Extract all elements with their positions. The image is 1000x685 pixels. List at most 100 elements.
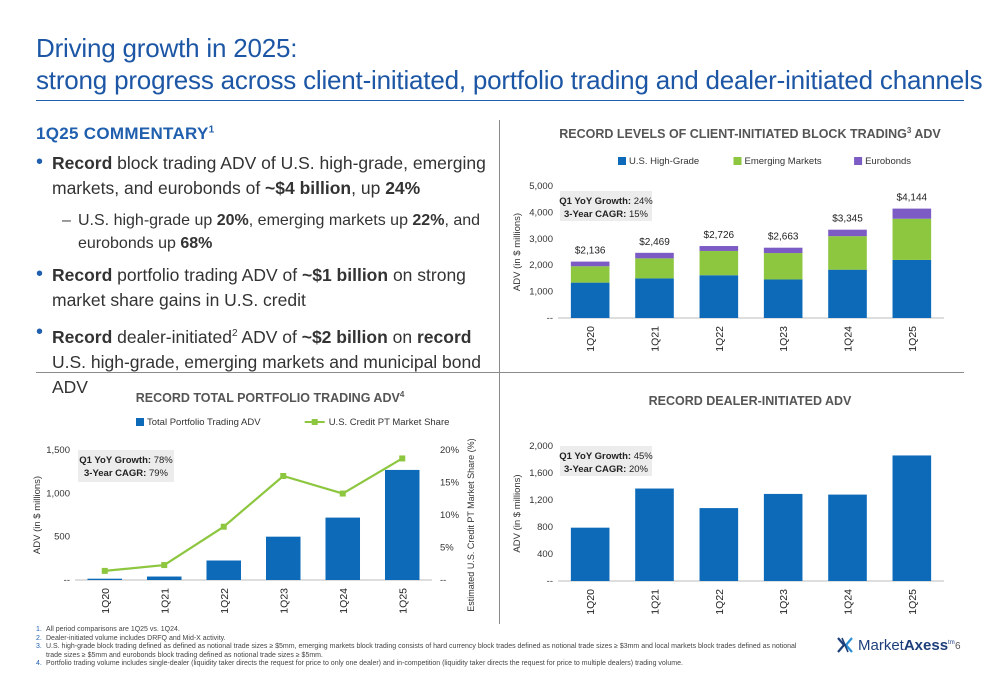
- bar: [325, 517, 361, 580]
- bullet-text: portfolio trading ADV of: [112, 265, 302, 285]
- legend-swatch-marker: [311, 419, 318, 425]
- legend-label: Eurobonds: [865, 156, 911, 167]
- block-chart-title-sup: 3: [906, 126, 912, 135]
- portfolio-chart-title: RECORD TOTAL PORTFOLIO TRADING ADV4: [60, 390, 480, 405]
- bullet-emphasis: ~$1 billion: [302, 265, 389, 285]
- legend-swatch: [854, 157, 863, 165]
- bar: [635, 258, 674, 279]
- sub-bullet-segments: U.S. high-grade up 20%, emerging markets…: [36, 209, 486, 255]
- bar: [892, 259, 932, 318]
- vertical-divider-top: [499, 120, 500, 372]
- bullet-text: on: [387, 326, 417, 347]
- bar: [892, 208, 932, 219]
- x-tick-label: 1Q23: [278, 588, 290, 614]
- logo-wordmark: MarketAxesstm: [858, 637, 955, 654]
- footnote-2: 2. Dealer-initiated volume includes DRFQ …: [36, 635, 806, 644]
- bar: [763, 493, 803, 581]
- bullet-emphasis: record: [417, 326, 472, 347]
- line-marker: [161, 562, 168, 569]
- x-tick-label: 1Q22: [714, 589, 726, 615]
- bar: [828, 494, 867, 581]
- bullet-emphasis: Record: [52, 153, 113, 173]
- annotation-line: 3-Year CAGR: 20%: [564, 464, 649, 475]
- legend-label: U.S. Credit PT Market Share: [329, 417, 450, 428]
- x-tick-label: 1Q23: [778, 326, 790, 352]
- annotation-label: 3-Year CAGR:: [564, 464, 626, 475]
- bar: [384, 469, 420, 580]
- annotation-label: 3-Year CAGR:: [84, 468, 146, 479]
- y-tick-label: 1,200: [529, 495, 553, 506]
- bullet-emphasis: 24%: [385, 178, 421, 198]
- footnote-3: 3. U.S. high-grade block trading defined …: [36, 643, 806, 660]
- y-tick-label: 2,000: [529, 260, 553, 271]
- y-axis-title: ADV (in $ millions): [512, 474, 523, 552]
- bullet-text: dealer-initiated: [112, 326, 232, 347]
- bar-total-label: $2,663: [768, 232, 799, 243]
- sub-bullet-emphasis: 20%: [216, 212, 249, 229]
- logo-text-bold: Axess: [903, 636, 949, 654]
- y-tick-label: --: [547, 576, 553, 587]
- bar: [570, 261, 610, 267]
- dealer-initiated-chart: -- 400 800 1,200 1,600 2,000 ADV (in $ million…: [512, 441, 944, 615]
- sub-bullet-text: , emerging markets up: [248, 212, 413, 229]
- vertical-divider-bottom: [499, 372, 500, 624]
- line-marker: [280, 473, 287, 479]
- annotation-value: 45%: [631, 451, 653, 462]
- x-tick-label: 1Q25: [907, 589, 919, 615]
- x-tick-label: 1Q21: [159, 588, 171, 614]
- y2-tick-label: 10%: [440, 510, 460, 521]
- footnote-text: U.S. high-grade block trading defined as…: [46, 643, 797, 659]
- block-chart-title-text: RECORD LEVELS OF CLIENT-INITIATED BLOCK …: [559, 127, 907, 142]
- bar: [892, 455, 932, 581]
- y2-tick-label: 15%: [440, 478, 460, 489]
- y-axis-title: ADV (in $ millions): [512, 213, 523, 291]
- footnote-number: 2.: [36, 634, 42, 642]
- page-number: 6: [955, 641, 961, 652]
- annotation-box: [560, 446, 652, 476]
- bar: [570, 282, 610, 318]
- bar-total-label: $3,345: [832, 214, 863, 225]
- bar: [570, 266, 610, 283]
- bar: [828, 229, 867, 237]
- bar: [635, 488, 674, 581]
- annotation-value: 78%: [151, 455, 173, 466]
- annotation-box: [78, 450, 174, 482]
- block-trading-chart: -- 1,000 2,000 3,000 4,000 5,000 ADV (in $ mil…: [512, 156, 944, 352]
- annotation-line: Q1 YoY Growth: 24%: [559, 196, 653, 207]
- bar: [763, 247, 803, 254]
- footnote-number: 1.: [36, 626, 42, 633]
- portfolio-chart-title-sup: 4: [399, 390, 405, 399]
- bar: [146, 576, 182, 580]
- annotation-label: 3-Year CAGR:: [564, 209, 626, 220]
- portfolio-chart-title-text: RECORD TOTAL PORTFOLIO TRADING ADV: [135, 391, 400, 406]
- bullet-portfolio-trading: Record portfolio trading ADV of ~$1 bill…: [36, 262, 486, 313]
- annotation-label: Q1 YoY Growth:: [559, 451, 631, 462]
- y2-tick-label: 20%: [440, 445, 460, 456]
- bullet-emphasis: Record: [52, 265, 113, 285]
- bar: [87, 578, 123, 580]
- footnote-4: 4. Portfolio trading volume includes sing…: [36, 660, 806, 669]
- page-title-line-2: strong progress across client-initiated,…: [36, 65, 983, 95]
- legend-label: Emerging Markets: [745, 156, 822, 167]
- x-tick-label: 1Q25: [907, 326, 919, 352]
- legend-swatch: [733, 157, 742, 165]
- y-tick-label: 4,000: [529, 207, 553, 218]
- bullet-emphasis: ~$4 billion: [265, 178, 352, 198]
- line-series: [104, 457, 403, 572]
- x-tick-label: 1Q21: [650, 589, 662, 615]
- bullet-block-trading: Record block trading ADV of U.S. high-gr…: [36, 150, 486, 201]
- line-marker: [339, 490, 346, 497]
- commentary-heading: 1Q25 COMMENTARY1: [36, 124, 215, 144]
- x-tick-label: 1Q22: [219, 588, 231, 614]
- annotation-value: 24%: [631, 196, 653, 207]
- bar-total-label: $2,136: [575, 246, 606, 257]
- bullet-emphasis: Record: [52, 326, 113, 347]
- footnote-text: Dealer-initiated volume includes DRFQ an…: [46, 634, 226, 642]
- bullet-dealer-initiated: Record dealer-initiated2 ADV of ~$2 bill…: [36, 320, 486, 400]
- dealer-chart-title-text: RECORD DEALER-INITIATED ADV: [648, 394, 852, 408]
- bar: [763, 253, 803, 280]
- y-tick-label: 1,000: [46, 488, 70, 499]
- legend-swatch: [618, 157, 626, 165]
- bar: [892, 218, 932, 260]
- sub-bullet-emphasis: 68%: [180, 235, 213, 252]
